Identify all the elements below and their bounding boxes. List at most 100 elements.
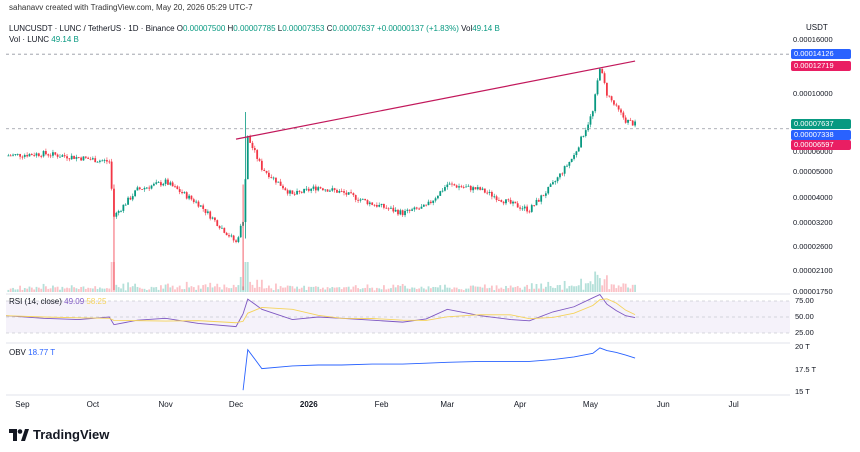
candle-body — [174, 186, 176, 188]
candle-body — [411, 209, 413, 211]
candle-body — [446, 184, 449, 188]
volume-bar — [136, 286, 139, 292]
volume-bar — [319, 288, 322, 292]
candle-body — [418, 208, 421, 210]
volume-bar — [631, 284, 634, 292]
candle-body — [476, 187, 479, 190]
rsi-ma-line — [5, 298, 636, 324]
open-value: 0.00007500 — [183, 24, 226, 33]
volume-bar — [260, 279, 263, 292]
volume-bar — [61, 286, 64, 292]
candle-body — [192, 199, 195, 203]
volume-bar — [493, 290, 496, 292]
candle-body — [96, 161, 99, 163]
candle-body — [469, 185, 472, 191]
currency-label[interactable]: USDT — [806, 23, 828, 32]
volume-bar — [270, 288, 273, 292]
volume-bar — [286, 285, 289, 292]
volume-bar — [347, 286, 350, 292]
volume-bar — [185, 281, 188, 292]
volume-bar — [387, 288, 390, 292]
candle-body — [413, 207, 416, 210]
candle-body — [216, 220, 219, 226]
candle-body — [615, 104, 618, 106]
volume-bar — [418, 288, 421, 292]
volume-bar — [350, 289, 352, 292]
obv-legend[interactable]: OBV 18.77 T — [9, 348, 55, 357]
tradingview-logo[interactable]: TradingView — [9, 427, 109, 442]
volume-bar — [404, 285, 406, 292]
candle-body — [282, 185, 284, 189]
candle-body — [451, 183, 453, 185]
symbol-name[interactable]: LUNCUSDT · LUNC / TetherUS · 1D · Binanc… — [9, 24, 175, 33]
high-label: H — [227, 24, 234, 33]
candle-body — [589, 116, 592, 125]
candle-body — [228, 235, 230, 237]
candle-body — [279, 181, 282, 186]
candle-body — [106, 160, 108, 162]
candle-body — [627, 119, 629, 123]
candle-body — [206, 211, 209, 213]
volume-bar — [549, 286, 552, 292]
candle-body — [601, 68, 604, 74]
volume-bar — [427, 286, 430, 292]
candle-body — [138, 187, 141, 190]
obv-tick-label: 15 T — [795, 387, 810, 396]
candle-body — [91, 158, 94, 160]
rsi-legend[interactable]: RSI (14, close) 49.09 58.25 — [9, 297, 106, 306]
candle-body — [47, 154, 50, 156]
volume-bar — [422, 288, 425, 292]
volume-bar — [152, 287, 155, 292]
volume-bar — [223, 284, 226, 292]
candle-body — [429, 201, 432, 203]
time-tick-label: Feb — [374, 400, 389, 409]
volume-bar — [33, 289, 36, 292]
price-badge: 0.00006597 — [791, 140, 851, 151]
candle-body — [549, 184, 552, 187]
candle-body — [439, 191, 442, 196]
candle-body — [364, 198, 367, 201]
volume-bar — [206, 287, 209, 292]
candle-body — [479, 187, 482, 190]
candle-body — [354, 195, 357, 200]
volume-bar — [202, 285, 205, 292]
candle-body — [190, 195, 193, 200]
candle-body — [56, 154, 59, 157]
candle-body — [110, 161, 113, 189]
volume-bar — [432, 286, 435, 292]
candle-body — [143, 187, 146, 190]
close-value: 0.00007637 — [332, 24, 375, 33]
volume-bar — [251, 284, 254, 292]
candle-body — [530, 205, 533, 212]
volume-bar — [214, 286, 216, 292]
volume-bar — [35, 286, 38, 292]
volume-bar — [63, 288, 66, 292]
low-value: 0.00007353 — [282, 24, 325, 33]
candle-body — [246, 136, 249, 180]
volume-bar — [305, 290, 308, 292]
volume-bar — [68, 288, 71, 292]
candle-body — [127, 197, 129, 205]
candle-body — [343, 191, 345, 193]
volume-bar — [441, 289, 444, 292]
candle-body — [185, 192, 188, 199]
volume-bar — [145, 290, 148, 292]
volume-bar — [340, 289, 343, 292]
candle-body — [155, 182, 158, 184]
volume-bar — [37, 287, 40, 292]
candle-body — [505, 199, 507, 204]
candle-body — [336, 189, 338, 193]
volume-bar — [380, 289, 383, 292]
candle-body — [33, 155, 36, 156]
volume-legend[interactable]: Vol · LUNC 49.14 B — [9, 35, 79, 44]
candle-body — [103, 160, 106, 161]
candle-body — [502, 201, 505, 204]
volume-bar — [73, 287, 75, 292]
candle-body — [310, 188, 313, 191]
candle-body — [122, 204, 125, 211]
volume-bar — [16, 289, 19, 292]
candle-body — [587, 124, 590, 131]
volume-bar — [12, 287, 14, 292]
candle-body — [490, 191, 493, 197]
